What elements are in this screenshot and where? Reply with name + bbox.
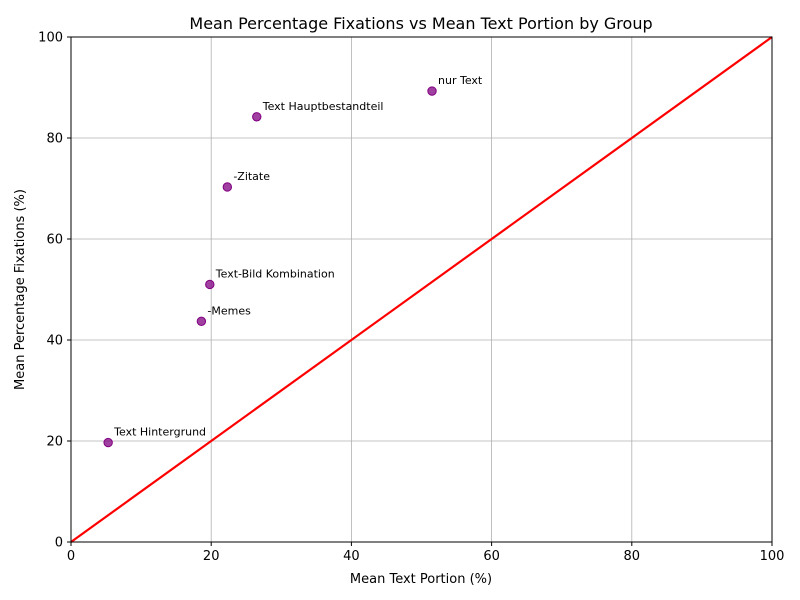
data-point: [427, 86, 437, 96]
data-point: [222, 182, 233, 192]
x-tick-label: 80: [624, 549, 641, 564]
data-points: [103, 86, 437, 448]
y-tick-label: 0: [55, 536, 63, 551]
x-axis-ticks: 0 20 40 60 80 100: [67, 542, 785, 564]
x-tick-label: 0: [67, 549, 75, 564]
data-point-label: Text Hintergrund: [113, 426, 206, 439]
x-tick-label: 60: [483, 549, 500, 564]
data-point-label: nur Text: [438, 74, 483, 87]
y-axis-label: Mean Percentage Fixations (%): [13, 189, 28, 390]
y-tick-label: 100: [38, 31, 63, 46]
data-point: [103, 437, 113, 448]
chart-title: Mean Percentage Fixations vs Mean Text P…: [189, 14, 652, 33]
plot-frame: [70, 36, 773, 543]
reference-line: [70, 36, 773, 543]
data-point: [196, 316, 207, 327]
reference-line-group: [70, 36, 773, 543]
point-labels: nur Text Text Hauptbestandteil -Zitate Text…: [113, 74, 483, 438]
y-tick-label: 20: [46, 435, 63, 450]
x-tick-label: 40: [343, 549, 360, 564]
x-axis-label: Mean Text Portion (%): [350, 572, 492, 587]
data-point-label: -Memes: [207, 304, 251, 317]
x-tick-label: 100: [760, 549, 785, 564]
y-tick-label: 60: [46, 233, 63, 248]
data-point: [252, 112, 262, 122]
data-point-label: Text-Bild Kombination: [215, 267, 335, 280]
y-axis-ticks: 0 20 40 60 80 100: [38, 31, 71, 551]
y-tick-label: 80: [46, 132, 63, 147]
data-point: [205, 279, 215, 290]
data-point-label: -Zitate: [233, 170, 270, 183]
data-point-label: Text Hauptbestandteil: [262, 100, 384, 113]
y-tick-label: 40: [46, 334, 63, 349]
x-tick-label: 20: [203, 549, 220, 564]
